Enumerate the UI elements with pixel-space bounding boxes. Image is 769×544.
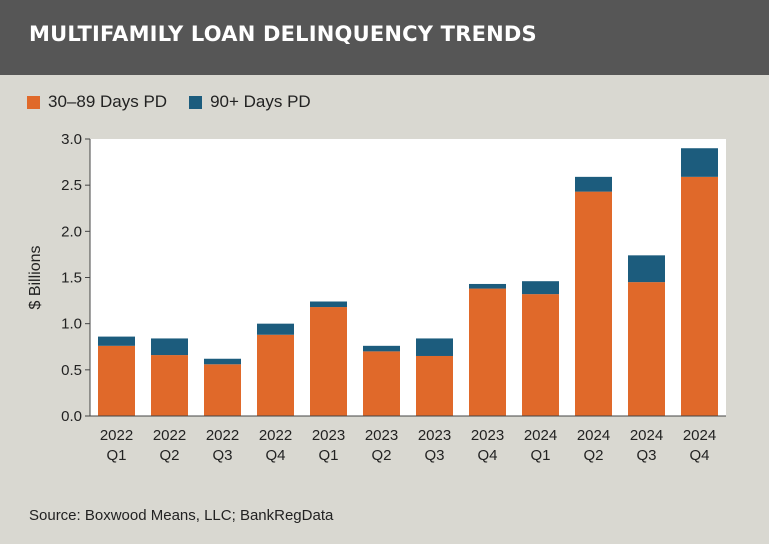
bar-30-89 [310, 307, 347, 416]
chart-title: MULTIFAMILY LOAN DELINQUENCY TRENDS [29, 22, 537, 46]
bar-90-plus [204, 358, 241, 365]
plot-area [90, 139, 726, 416]
legend-item-90-plus: 90+ Days PD [189, 92, 311, 112]
y-tick-label: 2.0 [61, 223, 82, 240]
x-tick-label-year: 2023 [312, 427, 345, 444]
y-tick-label: 1.0 [61, 316, 82, 333]
x-tick-label-quarter: Q3 [212, 447, 232, 464]
x-tick-label-quarter: Q2 [159, 447, 179, 464]
x-tick-label-year: 2022 [153, 427, 186, 444]
x-tick-label-year: 2024 [630, 427, 663, 444]
bar-90-plus [681, 148, 718, 177]
y-tick-label: 0.5 [61, 362, 82, 379]
x-tick-label-year: 2024 [524, 427, 557, 444]
x-tick-label-year: 2023 [471, 427, 504, 444]
y-axis-label: $ Billions [27, 245, 44, 309]
x-tick-label-year: 2022 [100, 427, 133, 444]
bar-90-plus [416, 338, 453, 356]
bar-30-89 [522, 294, 559, 416]
bar-30-89 [628, 282, 665, 416]
x-tick-label-quarter: Q2 [583, 447, 603, 464]
x-tick-label-quarter: Q1 [106, 447, 126, 464]
bar-30-89 [575, 191, 612, 416]
x-tick-label-quarter: Q4 [689, 447, 709, 464]
bar-30-89 [363, 351, 400, 416]
x-tick-label-quarter: Q1 [530, 447, 550, 464]
bar-30-89 [204, 364, 241, 416]
legend-swatch-90-plus [189, 95, 203, 109]
x-tick-label-quarter: Q3 [636, 447, 656, 464]
source-note: Source: Boxwood Means, LLC; BankRegData [29, 507, 334, 524]
bar-30-89 [469, 288, 506, 416]
y-tick-label: 2.5 [61, 177, 82, 194]
bar-90-plus [310, 301, 347, 308]
chart-header: MULTIFAMILY LOAN DELINQUENCY TRENDS [0, 0, 769, 75]
bar-90-plus [469, 283, 506, 289]
x-tick-label-quarter: Q4 [477, 447, 497, 464]
bar-90-plus [363, 345, 400, 352]
x-tick-label-year: 2023 [365, 427, 398, 444]
x-tick-label-quarter: Q4 [265, 447, 285, 464]
x-tick-label-year: 2022 [206, 427, 239, 444]
bar-30-89 [416, 355, 453, 416]
bar-90-plus [151, 338, 188, 356]
x-tick-label-quarter: Q2 [371, 447, 391, 464]
bar-30-89 [151, 355, 188, 416]
legend-label-30-89: 30–89 Days PD [48, 92, 168, 111]
bar-30-89 [257, 334, 294, 416]
x-tick-label-quarter: Q3 [424, 447, 444, 464]
x-tick-label-year: 2024 [683, 427, 716, 444]
legend-swatch-30-89 [27, 95, 40, 109]
bar-90-plus [522, 281, 559, 295]
y-tick-label: 1.5 [61, 270, 82, 287]
x-tick-label-year: 2022 [259, 427, 292, 444]
bar-90-plus [628, 255, 665, 283]
bar-90-plus [98, 336, 135, 346]
x-tick-label-year: 2024 [577, 427, 610, 444]
bar-30-89 [681, 176, 718, 416]
legend-item-30-89: 30–89 Days PD [27, 92, 167, 112]
bar-90-plus [575, 176, 612, 192]
bar-90-plus [257, 323, 294, 335]
y-tick-label: 3.0 [61, 131, 82, 148]
x-tick-label-quarter: Q1 [318, 447, 338, 464]
chart-legend: 30–89 Days PD 90+ Days PD [27, 91, 311, 113]
y-tick-label: 0.0 [61, 408, 82, 425]
x-tick-label-year: 2023 [418, 427, 451, 444]
legend-label-90-plus: 90+ Days PD [210, 92, 311, 111]
bar-30-89 [98, 345, 135, 416]
